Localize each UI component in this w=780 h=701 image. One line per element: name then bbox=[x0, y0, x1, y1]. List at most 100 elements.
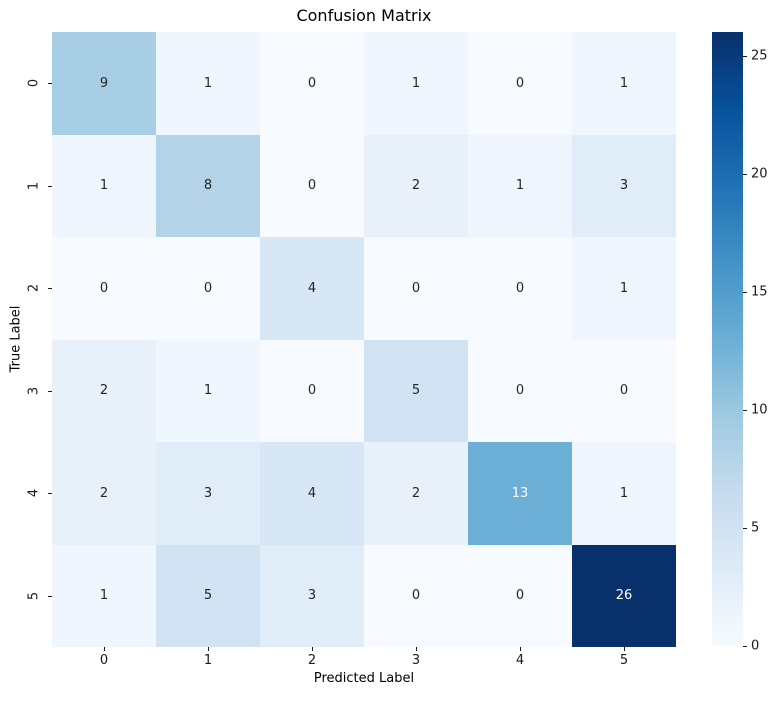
cell-annotation: 0 bbox=[99, 280, 109, 296]
heatmap-cell: 1 bbox=[156, 339, 260, 442]
x-tick-mark bbox=[208, 647, 209, 651]
heatmap-cell: 4 bbox=[260, 237, 364, 340]
heatmap-cell: 4 bbox=[260, 442, 364, 545]
heatmap-cell: 1 bbox=[572, 442, 676, 545]
colorbar-tick-mark bbox=[743, 409, 747, 411]
cell-annotation: 1 bbox=[619, 280, 629, 296]
heatmap-cell: 2 bbox=[364, 134, 468, 237]
cell-annotation: 4 bbox=[307, 280, 317, 296]
heatmap-cell: 1 bbox=[468, 134, 572, 237]
heatmap-cell: 3 bbox=[260, 544, 364, 647]
x-tick-mark bbox=[416, 647, 417, 651]
y-tick-mark bbox=[48, 288, 52, 290]
y-tick-label: 3 bbox=[26, 386, 42, 395]
cell-annotation: 1 bbox=[203, 75, 213, 91]
y-tick-mark bbox=[48, 83, 52, 85]
colorbar-tick-mark bbox=[743, 646, 747, 647]
cell-annotation: 3 bbox=[307, 588, 317, 604]
heatmap-cell: 2 bbox=[52, 339, 156, 442]
heatmap-cell: 0 bbox=[468, 544, 572, 647]
cell-annotation: 1 bbox=[411, 75, 421, 91]
cell-annotation: 13 bbox=[511, 485, 529, 501]
colorbar-tick-mark bbox=[743, 173, 747, 175]
cell-annotation: 0 bbox=[307, 75, 317, 91]
heatmap-cell: 1 bbox=[52, 134, 156, 237]
colorbar-tick-mark bbox=[743, 55, 747, 57]
cell-annotation: 26 bbox=[615, 588, 633, 604]
colorbar-tick-label: 20 bbox=[751, 166, 768, 182]
x-tick-mark bbox=[624, 647, 625, 651]
cell-annotation: 9 bbox=[99, 75, 109, 91]
cell-annotation: 2 bbox=[411, 485, 421, 501]
cell-annotation: 1 bbox=[515, 178, 525, 194]
y-tick-mark bbox=[48, 185, 52, 187]
cell-annotation: 0 bbox=[307, 178, 317, 194]
chart-title: Confusion Matrix bbox=[296, 6, 432, 25]
colorbar-tick-label: 5 bbox=[751, 520, 760, 536]
y-tick-mark bbox=[48, 595, 52, 597]
heatmap-cell: 0 bbox=[364, 544, 468, 647]
heatmap-cell: 0 bbox=[260, 32, 364, 135]
colorbar-tick-label: 15 bbox=[751, 284, 768, 300]
cell-annotation: 0 bbox=[203, 280, 213, 296]
x-tick-label: 3 bbox=[411, 653, 421, 668]
colorbar-tick-mark bbox=[743, 527, 747, 529]
heatmap-cell: 9 bbox=[52, 32, 156, 135]
heatmap-cell: 0 bbox=[52, 237, 156, 340]
cell-annotation: 1 bbox=[619, 485, 629, 501]
cell-annotation: 0 bbox=[411, 588, 421, 604]
cell-annotation: 0 bbox=[515, 75, 525, 91]
heatmap-cell: 3 bbox=[156, 442, 260, 545]
x-tick-mark bbox=[312, 647, 313, 651]
heatmap-cell: 5 bbox=[364, 339, 468, 442]
heatmap-cell: 13 bbox=[468, 442, 572, 545]
cell-annotation: 5 bbox=[411, 383, 421, 399]
cell-annotation: 0 bbox=[515, 280, 525, 296]
cell-annotation: 4 bbox=[307, 485, 317, 501]
x-tick-label: 0 bbox=[99, 653, 109, 668]
y-tick-mark bbox=[48, 493, 52, 495]
heatmap-cell: 0 bbox=[364, 237, 468, 340]
y-tick-label: 0 bbox=[26, 79, 42, 88]
heatmap-cell: 2 bbox=[52, 442, 156, 545]
cell-annotation: 0 bbox=[411, 280, 421, 296]
heatmap-cell: 1 bbox=[52, 544, 156, 647]
x-tick-label: 4 bbox=[515, 653, 525, 668]
heatmap-cell: 1 bbox=[156, 32, 260, 135]
heatmap-grid: 9 1 0 1 0 1 1 8 0 2 1 3 0 0 4 0 0 1 2 1 0 5 0 0 2 3 4 2 13 1 1 5 3 0 0 26 bbox=[52, 32, 676, 647]
cell-annotation: 3 bbox=[203, 485, 213, 501]
cell-annotation: 2 bbox=[411, 178, 421, 194]
y-tick-mark bbox=[48, 390, 52, 392]
heatmap-cell: 0 bbox=[260, 339, 364, 442]
x-axis-label: Predicted Label bbox=[313, 671, 415, 686]
heatmap-cell: 5 bbox=[156, 544, 260, 647]
colorbar-tick-label: 0 bbox=[751, 638, 760, 654]
cell-annotation: 2 bbox=[99, 383, 109, 399]
cell-annotation: 1 bbox=[99, 588, 109, 604]
cell-annotation: 1 bbox=[99, 178, 109, 194]
x-tick-mark bbox=[104, 647, 105, 651]
cell-annotation: 5 bbox=[203, 588, 213, 604]
colorbar-tick-label: 25 bbox=[751, 48, 768, 64]
heatmap-cell: 2 bbox=[364, 442, 468, 545]
heatmap-cell: 26 bbox=[572, 544, 676, 647]
heatmap-cell: 1 bbox=[364, 32, 468, 135]
heatmap-cell: 8 bbox=[156, 134, 260, 237]
cell-annotation: 1 bbox=[203, 383, 213, 399]
cell-annotation: 3 bbox=[619, 178, 629, 194]
cell-annotation: 0 bbox=[619, 383, 629, 399]
cell-annotation: 1 bbox=[619, 75, 629, 91]
x-tick-mark bbox=[520, 647, 521, 651]
x-tick-label: 5 bbox=[619, 653, 629, 668]
colorbar bbox=[712, 32, 743, 646]
y-axis-label: True Label bbox=[8, 305, 24, 373]
colorbar-tick-mark bbox=[743, 291, 747, 293]
heatmap-cell: 1 bbox=[572, 32, 676, 135]
y-tick-label: 1 bbox=[26, 181, 42, 190]
heatmap-cell: 0 bbox=[468, 339, 572, 442]
y-tick-label: 4 bbox=[26, 489, 42, 498]
cell-annotation: 2 bbox=[99, 485, 109, 501]
heatmap-cell: 1 bbox=[572, 237, 676, 340]
x-tick-label: 1 bbox=[203, 653, 213, 668]
